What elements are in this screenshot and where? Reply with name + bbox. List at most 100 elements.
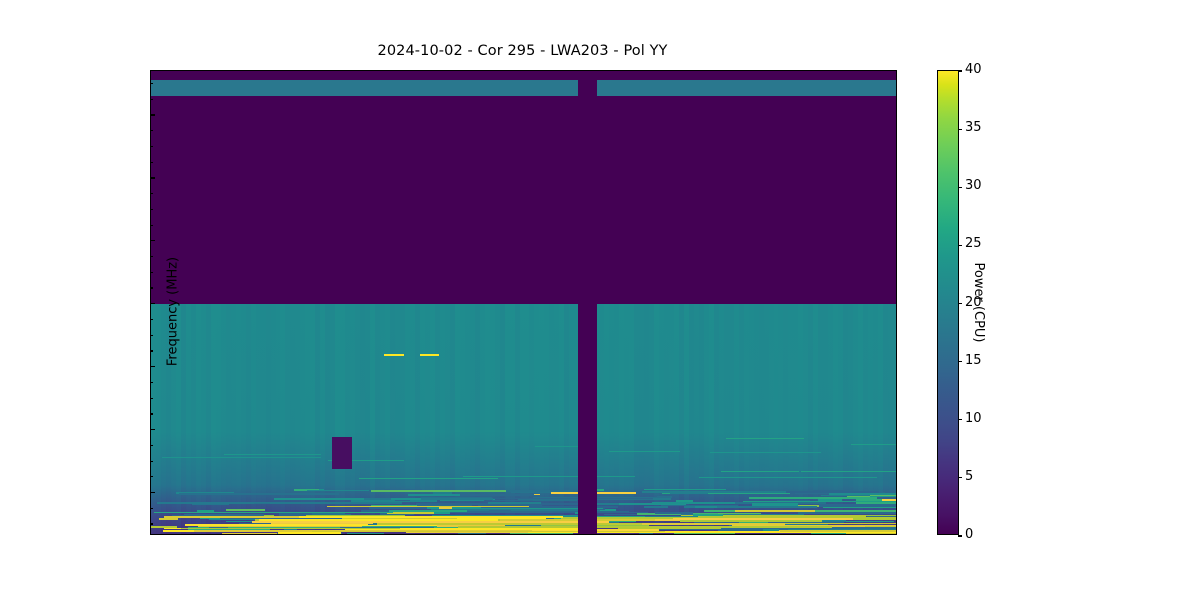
rfi-streak [881,499,896,502]
colorbar-label: Power (CPU) [971,262,986,343]
heat-column [439,303,446,534]
heat-column [469,303,476,534]
x-tick-mark [371,534,372,535]
heat-column [564,303,571,534]
heat-column [345,303,352,534]
rfi-streak [162,456,322,458]
rfi-streak [465,489,574,492]
heat-column [195,303,202,534]
heat-column [653,303,660,534]
rfi-streak [829,492,896,495]
heat-column [788,303,795,534]
rfi-streak [578,502,619,505]
heat-column [693,303,700,534]
heat-column [240,303,247,534]
rfi-streak [293,488,320,491]
colorbar-tick-mark [958,244,962,246]
rfi-streak [492,499,533,501]
rfi-streak [283,528,298,531]
heat-column [310,303,317,534]
region-top-noise-floor [151,71,896,81]
rfi-streak [459,493,535,496]
rfi-streak [698,476,877,478]
heat-column [683,303,690,534]
rfi-streak [788,528,874,531]
rfi-streak [488,502,541,505]
rfi-streak [413,522,582,524]
rfi-streak [657,496,673,499]
rfi-streak [278,513,319,517]
heat-column [175,303,182,534]
y-tick-mark [151,114,155,116]
y-tick-mark [151,366,155,368]
heat-column [360,303,367,534]
y-tick-mark [151,429,155,431]
heat-column [768,303,775,534]
rfi-streak [389,510,468,513]
rfi-streak [870,496,896,498]
heat-column [459,303,466,534]
heat-column [529,303,536,534]
heat-column [350,303,357,534]
heat-column [385,303,392,534]
region-quiet-band [151,96,896,304]
rfi-streak [865,525,896,527]
heat-column [549,303,556,534]
rfi-streak [368,511,630,514]
heat-column [404,303,411,534]
heat-column [534,303,541,534]
heat-column [429,303,436,534]
heat-column [678,303,685,534]
heat-column [614,303,621,534]
rfi-streak [651,501,800,504]
heat-column [544,303,551,534]
heat-column [858,303,865,534]
y-axis-label: Frequency (MHz) [165,256,181,367]
y-tick-mark [151,177,155,179]
heat-column [748,303,755,534]
heat-column [380,303,387,534]
rfi-streak [655,511,693,514]
heat-column [893,303,896,534]
rfi-streak [432,492,452,495]
rfi-streak [812,520,895,522]
x-tick-mark [479,534,480,535]
heat-column [205,303,212,534]
heat-column [210,303,217,534]
rfi-streak [748,496,878,499]
colorbar-tick-label: 35 [965,120,982,136]
rfi-streak [351,500,437,503]
rfi-streak [358,477,498,479]
rfi-streak [644,506,668,509]
rfi-streak [856,499,896,502]
heat-column [151,303,157,534]
heat-column [484,303,491,534]
rfi-streak [742,500,896,502]
rfi-streak [652,498,671,501]
heat-column [340,303,347,534]
heat-column [733,303,740,534]
rfi-streak [327,505,529,507]
heat-column [888,303,894,534]
rfi-streak [680,519,823,522]
rfi-streak [684,505,818,508]
rfi-streak [801,470,896,472]
heat-column [753,303,760,534]
rfi-streak [208,526,229,529]
heat-column [295,303,302,534]
heat-column [155,303,162,534]
colorbar-tick-label: 20 [965,294,982,310]
colorbar-tick-mark [958,70,962,72]
feature-rfi-dash-2 [419,353,440,356]
heat-column [559,303,566,534]
rfi-streak [726,437,805,439]
heat-column [604,303,611,534]
heat-column [320,303,327,534]
heat-column [370,303,377,534]
heat-column [798,303,805,534]
heat-column [225,303,232,534]
rfi-streak [164,516,412,519]
heat-column [838,303,845,534]
heat-column [509,303,516,534]
heat-column [419,303,426,534]
